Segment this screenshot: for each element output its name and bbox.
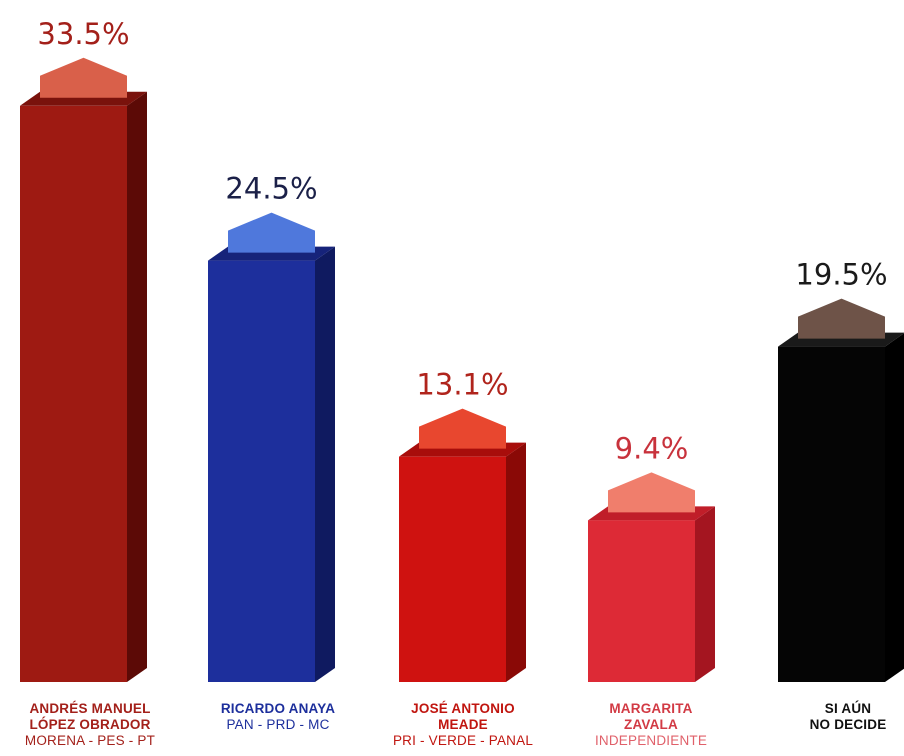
data-label: 24.5% — [225, 172, 317, 206]
category-party: MORENA - PES - PT — [24, 733, 156, 748]
data-label: 19.5% — [795, 258, 887, 292]
category-name-line2: MEADE — [438, 717, 488, 732]
bar — [399, 456, 506, 682]
category-name-line2: LÓPEZ OBRADOR — [29, 717, 151, 732]
category-party: PRI - VERDE - PANAL — [392, 733, 534, 748]
bar-cap — [228, 212, 315, 253]
bar-group: 9.4% — [588, 431, 715, 682]
bar-group: 19.5% — [778, 258, 904, 682]
bar-cap — [798, 298, 885, 339]
category-name-line1: JOSÉ ANTONIO — [411, 701, 515, 716]
bar — [778, 346, 885, 682]
category-party: INDEPENDIENTE — [594, 733, 708, 748]
bar-cap — [419, 408, 506, 449]
category-label: ANDRÉS MANUEL LÓPEZ OBRADOR MORENA - PES -… — [15, 701, 165, 749]
category-name-line2: NO DECIDE — [809, 717, 887, 732]
category-label: SI AÚN NO DECIDE — [773, 701, 904, 733]
bar-group: 13.1% — [399, 368, 526, 682]
bar-side — [885, 333, 904, 682]
data-label: 9.4% — [615, 431, 689, 465]
data-label: 33.5% — [37, 17, 129, 51]
bar-cap — [40, 57, 127, 98]
category-name-line1: MARGARITA — [609, 701, 693, 716]
bar — [588, 520, 695, 682]
bar-side — [315, 246, 335, 682]
bar-side — [127, 91, 147, 683]
category-party: PAN - PRD - MC — [226, 717, 330, 732]
category-name-line1: ANDRÉS MANUEL — [29, 701, 151, 716]
bar-cap — [608, 472, 695, 513]
category-label: MARGARITA ZAVALA INDEPENDIENTE — [576, 701, 726, 749]
category-name-line2: ZAVALA — [624, 717, 678, 732]
category-label: JOSÉ ANTONIO MEADE PRI - VERDE - PANAL — [388, 701, 538, 749]
bar-group: 24.5% — [208, 172, 335, 682]
bar-group: 33.5% — [20, 17, 147, 683]
category-label: RICARDO ANAYA PAN - PRD - MC — [203, 701, 353, 733]
bar-side — [506, 442, 526, 682]
bar — [208, 260, 315, 682]
bar — [20, 105, 127, 683]
bar-side — [695, 506, 715, 682]
data-label: 13.1% — [416, 368, 508, 402]
category-name-line1: RICARDO ANAYA — [220, 701, 336, 716]
category-name-line1: SI AÚN — [824, 701, 872, 716]
